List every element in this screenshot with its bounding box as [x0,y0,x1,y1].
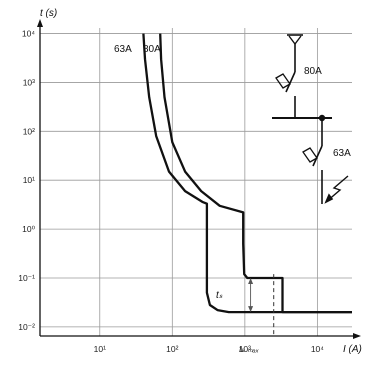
annotation-63a-curve: 63A [114,44,132,55]
diagram-breaker-80a-trip [275,73,291,89]
diagram-label-80a: 80A [304,66,322,77]
markers [248,274,275,336]
y-tick-label: 10⁴ [22,29,35,39]
x-tick-label: 10² [166,344,178,354]
series-lines [142,33,352,314]
x-tick-label: 10⁴ [311,344,324,354]
diagram-source-symbol [288,35,302,46]
y-tick-label: 10² [23,126,35,136]
x-axis-arrow [353,333,361,339]
grid [40,28,352,336]
x-axis-label: I (A) [343,344,362,355]
y-axis-label: t (s) [40,8,57,19]
annotation-ts: tₛ [216,290,223,301]
diagram-breaker-80a-blade [285,71,296,93]
y-tick-label: 10⁻² [18,322,35,332]
y-tick-label: 10⁰ [22,224,35,234]
diagram-breaker-63a-trip [302,147,318,163]
x-tick-label: 10¹ [94,344,106,354]
x-tick-labels: 10¹ 10² 10³ 10⁴ [94,344,325,354]
annotation-80a-curve: 80A [143,44,161,55]
diagram-label-63a: 63A [333,148,351,159]
breaker-diagram [272,34,349,204]
y-tick-label: 10⁻¹ [18,273,35,283]
diagram-fault-arrowhead [324,193,334,204]
ts-arrow-top [248,277,254,284]
annotation-ikmax: Iₖ ₘₐₓ [239,344,260,354]
diagram-breaker-63a-blade [312,145,323,167]
series-line-80a [159,33,352,314]
y-tick-labels: 10⁴ 10³ 10² 10¹ 10⁰ 10⁻¹ 10⁻² [18,29,35,332]
diagram-fault-arrow [325,175,349,203]
series-line-63a [142,33,352,314]
axes [37,19,361,339]
x-tick-label: 10³ [239,344,251,354]
ts-arrow-bottom [248,306,254,313]
y-tick-label: 10¹ [23,175,35,185]
y-tick-label: 10³ [23,77,35,87]
y-axis-arrow [37,19,43,27]
